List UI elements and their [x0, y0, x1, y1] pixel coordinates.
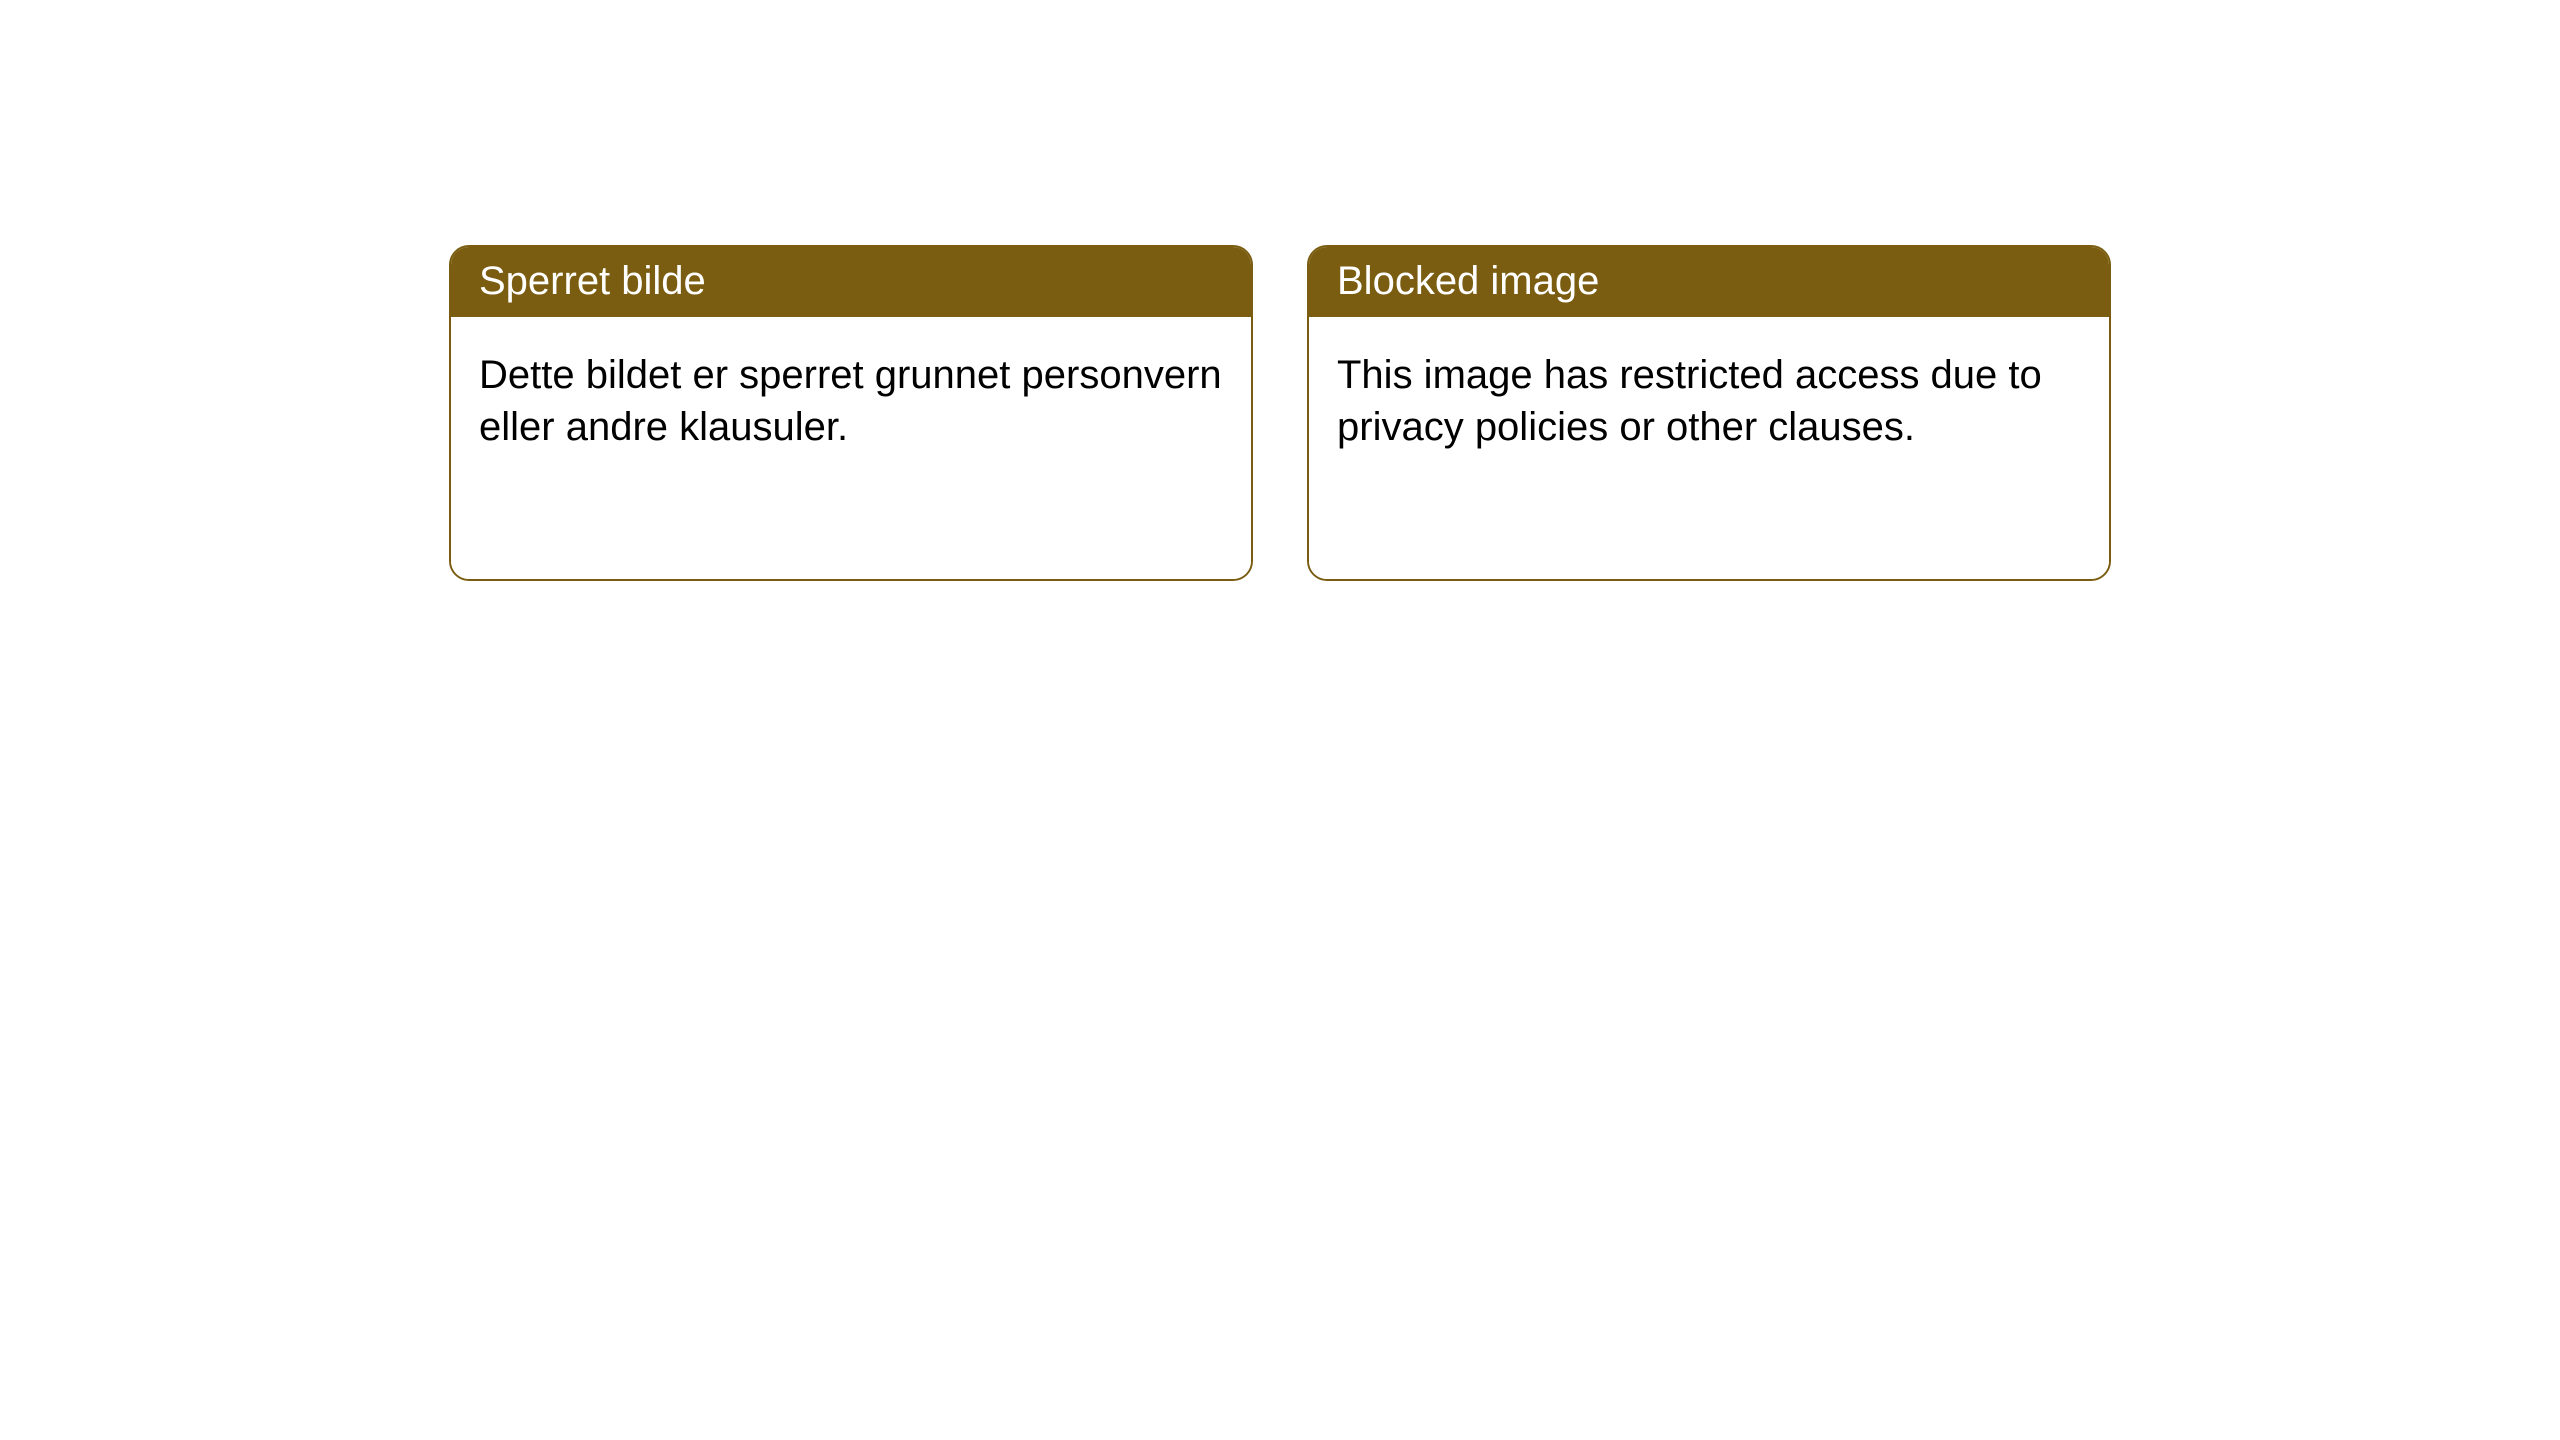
card-body-english: This image has restricted access due to … — [1309, 317, 2109, 579]
card-body-norwegian: Dette bildet er sperret grunnet personve… — [451, 317, 1251, 579]
blocked-image-card-english: Blocked image This image has restricted … — [1307, 245, 2111, 581]
card-header-norwegian: Sperret bilde — [451, 247, 1251, 317]
blocked-image-card-norwegian: Sperret bilde Dette bildet er sperret gr… — [449, 245, 1253, 581]
card-header-english: Blocked image — [1309, 247, 2109, 317]
cards-container: Sperret bilde Dette bildet er sperret gr… — [449, 245, 2111, 581]
